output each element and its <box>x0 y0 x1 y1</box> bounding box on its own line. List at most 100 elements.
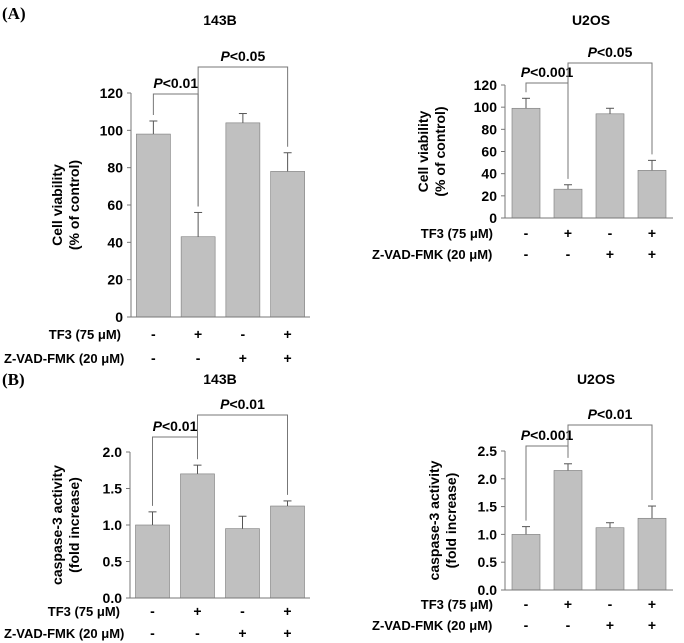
chart-title: 143B <box>203 12 236 28</box>
y-tick-label: 40 <box>107 234 123 250</box>
panel-label-a: (A) <box>2 4 26 23</box>
significance-label: P<0.001 <box>521 64 574 80</box>
treatment-sign: - <box>195 625 200 641</box>
bar <box>136 133 171 318</box>
y-axis-label-line1: Cell viability <box>415 110 431 192</box>
treatment-sign: + <box>283 625 291 641</box>
treatment-sign: - <box>241 326 246 342</box>
bar <box>511 107 541 219</box>
treatment-sign: - <box>150 625 155 641</box>
chart-b-143b: 143B 0.0 0.5 1.0 1.5 2.0 caspase-3 activity(fo… <box>4 371 310 641</box>
significance-label: P<0.01 <box>220 396 265 412</box>
bar <box>225 122 261 318</box>
y-tick-label: 60 <box>107 197 123 213</box>
significance-bracket <box>567 62 653 179</box>
y-axis-label: Cell viability(% of control) <box>49 160 82 250</box>
treatment-sign: + <box>194 326 202 342</box>
y-axis-label: caspase-3 activity(fold increase) <box>49 465 82 585</box>
significance-label: P<0.05 <box>588 44 633 60</box>
chart-title: U2OS <box>572 12 610 28</box>
significance-bracket <box>567 424 653 501</box>
treatment-sign: - <box>240 603 245 619</box>
chart-a-u2os: U2OS 0 20 40 60 80 100 120 Cell viability(% of c… <box>372 12 673 262</box>
y-tick-label: 2.0 <box>478 471 498 487</box>
y-axis-label: caspase-3 activity(fold increase) <box>426 460 459 580</box>
significance-bracket <box>197 414 288 495</box>
treatment-sign: + <box>193 603 201 619</box>
treatment-sign: + <box>648 225 656 241</box>
treatment-sign: - <box>151 326 156 342</box>
y-tick-label: 0.0 <box>103 590 123 606</box>
bar <box>511 534 541 591</box>
panel-label-b: (B) <box>2 370 25 389</box>
treatment-label: Z-VAD-FMK (20 μM) <box>4 626 124 641</box>
significance-p: P <box>153 418 163 434</box>
treatment-sign: - <box>196 350 201 366</box>
y-tick-label: 2.0 <box>103 444 123 460</box>
significance-p: P <box>521 64 531 80</box>
significance-value: <0.001 <box>530 427 573 443</box>
treatment-sign: - <box>151 350 156 366</box>
significance-value: <0.01 <box>597 406 633 422</box>
bar <box>225 528 260 599</box>
bar <box>270 171 305 318</box>
bar <box>595 113 625 219</box>
significance-label: P<0.001 <box>521 427 574 443</box>
y-tick-label: 80 <box>481 121 497 137</box>
chart-title: U2OS <box>577 371 615 387</box>
significance-value: <0.01 <box>229 396 265 412</box>
treatment-sign: + <box>606 246 614 262</box>
significance-p: P <box>153 75 163 91</box>
y-tick-label: 0.5 <box>103 554 123 570</box>
y-tick-label: 1.0 <box>103 517 123 533</box>
significance-bracket <box>197 66 289 207</box>
y-tick-label: 120 <box>474 77 498 93</box>
chart-a-143b: 143B 0 20 40 60 80 100 120 Cell viability(% of c… <box>4 12 310 366</box>
treatment-label: TF3 (75 μM) <box>49 327 121 342</box>
bar <box>553 188 583 219</box>
treatment-sign: - <box>608 225 613 241</box>
y-tick-label: 0 <box>489 210 497 226</box>
treatment-sign: + <box>648 246 656 262</box>
treatment-sign: - <box>150 603 155 619</box>
y-tick-label: 20 <box>481 188 497 204</box>
bar <box>135 524 170 599</box>
y-axis-label-line2: (% of control) <box>432 106 448 196</box>
y-axis-label-line2: (fold increase) <box>443 473 459 569</box>
treatment-sign: + <box>564 596 572 612</box>
treatment-sign: + <box>648 617 656 633</box>
significance-label: P<0.05 <box>220 48 265 64</box>
significance-value: <0.01 <box>162 418 198 434</box>
bar <box>180 236 216 318</box>
bar <box>637 170 667 219</box>
chart-title: 143B <box>203 371 236 387</box>
y-axis-label-line1: Cell viability <box>49 164 65 246</box>
y-tick-label: 2.5 <box>478 443 498 459</box>
y-tick-label: 0 <box>115 309 123 325</box>
bar <box>180 473 215 599</box>
treatment-sign: - <box>524 246 529 262</box>
significance-p: P <box>521 427 531 443</box>
treatment-sign: - <box>524 225 529 241</box>
significance-p: P <box>220 396 230 412</box>
treatment-sign: + <box>238 625 246 641</box>
treatment-sign: + <box>564 225 572 241</box>
y-tick-label: 40 <box>481 166 497 182</box>
y-axis-label-line2: (% of control) <box>66 160 82 250</box>
y-tick-label: 0.5 <box>478 554 498 570</box>
treatment-sign: + <box>606 617 614 633</box>
treatment-label: Z-VAD-FMK (20 μM) <box>4 351 124 366</box>
y-tick-label: 1.5 <box>103 481 123 497</box>
significance-p: P <box>588 406 598 422</box>
significance-label: P<0.01 <box>153 75 198 91</box>
y-tick-label: 100 <box>100 122 124 138</box>
y-axis-label: Cell viability(% of control) <box>415 106 448 196</box>
treatment-sign: - <box>608 596 613 612</box>
treatment-sign: + <box>284 326 292 342</box>
treatment-label: TF3 (75 μM) <box>421 226 493 241</box>
y-tick-label: 80 <box>107 160 123 176</box>
y-tick-label: 1.0 <box>478 526 498 542</box>
y-tick-label: 1.5 <box>478 499 498 515</box>
treatment-label: Z-VAD-FMK (20 μM) <box>372 247 492 262</box>
